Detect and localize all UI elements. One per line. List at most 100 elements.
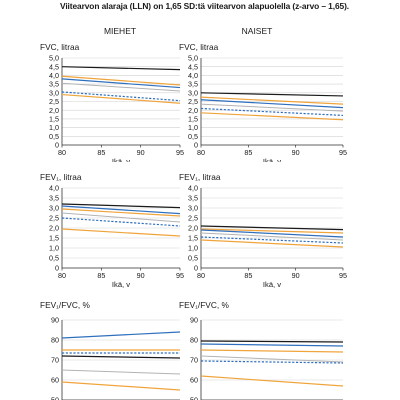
chart-1-x-axis-label: Ikä, v bbox=[263, 157, 281, 162]
chart-1-y-tick-label: 3,0 bbox=[188, 88, 198, 97]
chart-fev1-men: FEV₁, litraa 00,51,01,52,02,53,03,54,0 80 8… bbox=[40, 172, 184, 289]
chart-5-series-orange-line bbox=[200, 349, 344, 353]
column-title-women: NAISET bbox=[241, 26, 273, 36]
chart-0-y-tick-label: 1,0 bbox=[49, 123, 59, 132]
chart-0-x-tick-label: 95 bbox=[176, 148, 184, 157]
chart-fev1-fvc-men: FEV₁/FVC, %506070809080859095 bbox=[40, 300, 181, 400]
chart-0-y-tick-label: 3,5 bbox=[49, 80, 59, 89]
chart-0-y-tick-label: 5,0 bbox=[49, 54, 59, 63]
chart-2-y-tick-label: 1,0 bbox=[49, 244, 59, 253]
chart-1-series-blue-line bbox=[200, 99, 344, 109]
chart-3-title: FEV₁, litraa bbox=[179, 172, 221, 182]
chart-1-y-tick-label: 1,5 bbox=[188, 115, 198, 124]
chart-0-y-tick-label: 4,5 bbox=[49, 62, 59, 71]
chart-4-y-tick-label: 70 bbox=[51, 356, 59, 365]
chart-fev1-women: FEV₁, litraa 00,51,01,52,02,53,03,54,0 80 8… bbox=[179, 172, 347, 289]
chart-3-x-tick-label: 80 bbox=[197, 271, 205, 280]
chart-0-title: FVC, litraa bbox=[40, 42, 80, 52]
chart-0-series-blue-dashed-line bbox=[61, 91, 181, 102]
chart-1-y-tick-label: 4,0 bbox=[188, 71, 198, 80]
chart-1-y-tick-label: 2,0 bbox=[188, 106, 198, 115]
chart-4-y-tick-label: 60 bbox=[51, 376, 59, 385]
chart-1-y-tick-label: 4,5 bbox=[188, 62, 198, 71]
chart-2-x-axis-label: Ikä, v bbox=[112, 280, 130, 289]
chart-5-y-tick-label: 60 bbox=[190, 376, 198, 385]
chart-2-y-tick-label: 2,5 bbox=[49, 214, 59, 223]
chart-4-y-tick-label: 50 bbox=[51, 396, 59, 400]
chart-4-y-tick-label: 90 bbox=[51, 316, 59, 325]
chart-5-series-orange-line bbox=[200, 375, 344, 387]
chart-2-series-orange-line bbox=[61, 208, 181, 217]
chart-2-series-blue-dashed-line bbox=[61, 217, 181, 227]
chart-4-series-gray-line bbox=[61, 369, 181, 375]
figure-note: Viitearvon alaraja (LLN) on 1,65 SD:tä v… bbox=[60, 1, 349, 11]
chart-4-series-black-line bbox=[61, 355, 181, 359]
chart-1-x-tick-label: 85 bbox=[244, 148, 252, 157]
chart-0-x-tick-label: 90 bbox=[137, 148, 145, 157]
chart-3-x-tick-label: 90 bbox=[292, 271, 300, 280]
chart-0-y-tick-label: 0,5 bbox=[49, 132, 59, 141]
chart-1-y-tick-label: 3,5 bbox=[188, 80, 198, 89]
chart-5-series-black-line bbox=[200, 340, 344, 343]
chart-3-y-tick-label: 1,5 bbox=[188, 234, 198, 243]
chart-2-series-orange-line bbox=[61, 228, 181, 237]
chart-2-x-tick-label: 85 bbox=[97, 271, 105, 280]
chart-0-x-tick-label: 80 bbox=[58, 148, 66, 157]
chart-0-x-axis-label: Ikä, v bbox=[112, 157, 130, 162]
chart-3-y-tick-label: 2,0 bbox=[188, 224, 198, 233]
chart-1-title: FVC, litraa bbox=[179, 42, 219, 52]
chart-1-y-tick-label: 2,5 bbox=[188, 97, 198, 106]
chart-3-y-tick-label: 4,0 bbox=[188, 184, 198, 193]
chart-1-series-blue-dashed-line bbox=[200, 107, 344, 117]
chart-2-y-tick-label: 0,5 bbox=[49, 254, 59, 263]
chart-3-x-tick-label: 85 bbox=[244, 271, 252, 280]
chart-3-series-black-line bbox=[200, 225, 344, 231]
chart-0-y-tick-label: 2,0 bbox=[49, 106, 59, 115]
chart-5-y-tick-label: 90 bbox=[190, 316, 198, 325]
chart-4-series-orange-line bbox=[61, 381, 181, 391]
chart-0-y-tick-label: 0 bbox=[55, 141, 59, 150]
chart-1-series-orange-line bbox=[200, 96, 344, 105]
chart-0-y-tick-label: 3,0 bbox=[49, 88, 59, 97]
chart-5-y-tick-label: 80 bbox=[190, 336, 198, 345]
chart-0-x-tick-label: 85 bbox=[97, 148, 105, 157]
chart-2-x-tick-label: 90 bbox=[137, 271, 145, 280]
chart-3-y-tick-label: 0 bbox=[194, 264, 198, 273]
chart-4-series-blue-line bbox=[61, 331, 181, 339]
chart-5-series-blue-dashed-line bbox=[200, 360, 344, 364]
chart-fvc-women: FVC, litraa 00,51,01,52,02,53,03,54,04,55… bbox=[179, 42, 347, 162]
chart-2-x-tick-label: 80 bbox=[58, 271, 66, 280]
chart-3-series-gray-line bbox=[200, 232, 344, 241]
chart-0-y-tick-label: 4,0 bbox=[49, 71, 59, 80]
chart-1-series-orange-line bbox=[200, 112, 344, 121]
chart-2-x-tick-label: 95 bbox=[176, 271, 184, 280]
chart-2-y-tick-label: 3,5 bbox=[49, 194, 59, 203]
chart-1-series-gray-line bbox=[200, 103, 344, 112]
chart-2-y-tick-label: 1,5 bbox=[49, 234, 59, 243]
chart-0-series-orange-line bbox=[61, 93, 181, 104]
chart-1-y-tick-label: 0 bbox=[194, 141, 198, 150]
chart-fvc-men: FVC, litraa 00,51,01,52,02,53,03,54,04,55… bbox=[40, 42, 184, 162]
chart-3-series-orange-line bbox=[200, 239, 344, 248]
chart-2-series-gray-line bbox=[61, 212, 181, 223]
chart-2-y-tick-label: 4,0 bbox=[49, 184, 59, 193]
column-title-men: MIEHET bbox=[103, 26, 137, 36]
chart-3-y-tick-label: 2,5 bbox=[188, 214, 198, 223]
chart-3-y-tick-label: 1,0 bbox=[188, 244, 198, 253]
chart-0-series-gray-line bbox=[61, 82, 181, 92]
chart-2-series-blue-line bbox=[61, 205, 181, 215]
chart-1-y-tick-label: 1,0 bbox=[188, 123, 198, 132]
chart-2-title: FEV₁, litraa bbox=[40, 172, 82, 182]
chart-3-series-orange-line bbox=[200, 228, 344, 234]
chart-2-series-black-line bbox=[61, 203, 181, 209]
chart-4-title: FEV₁/FVC, % bbox=[40, 300, 90, 310]
chart-3-series-blue-line bbox=[200, 229, 344, 238]
chart-0-y-tick-label: 1,5 bbox=[49, 115, 59, 124]
chart-1-x-tick-label: 80 bbox=[197, 148, 205, 157]
chart-5-title: FEV₁/FVC, % bbox=[179, 300, 229, 310]
chart-4-y-tick-label: 80 bbox=[51, 336, 59, 345]
chart-0-series-orange-line bbox=[61, 75, 181, 86]
chart-3-series-blue-dashed-line bbox=[200, 236, 344, 244]
chart-5-y-tick-label: 50 bbox=[190, 396, 198, 400]
chart-0-series-black-line bbox=[61, 66, 181, 71]
